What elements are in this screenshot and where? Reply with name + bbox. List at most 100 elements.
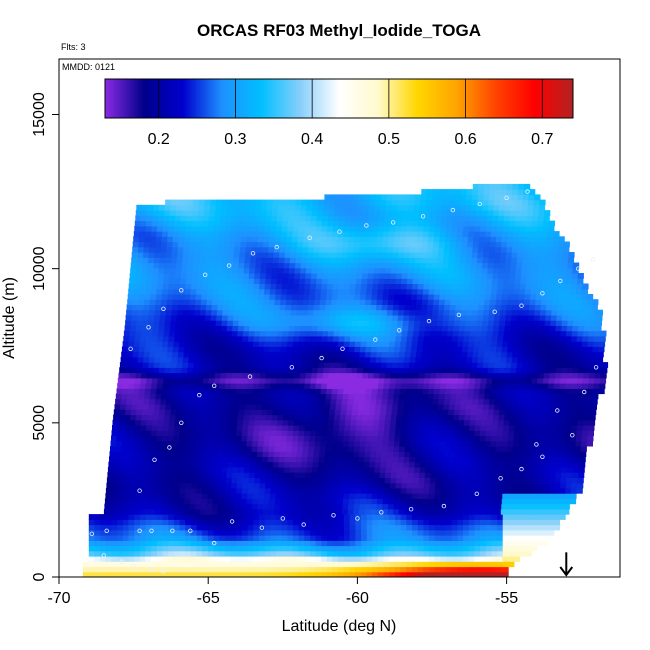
- heatmap-cell: [284, 404, 291, 410]
- heatmap-cell: [315, 571, 322, 577]
- heatmap-cell: [306, 409, 313, 416]
- heatmap-cell: [535, 393, 542, 400]
- heatmap-cell: [160, 351, 168, 358]
- heatmap-cell: [366, 524, 373, 531]
- heatmap-cell: [125, 461, 132, 468]
- heatmap-cell: [412, 514, 419, 520]
- heatmap-cell: [134, 377, 142, 384]
- heatmap-cell: [462, 571, 469, 577]
- heatmap-cell: [301, 314, 308, 321]
- heatmap-cell: [185, 283, 192, 290]
- heatmap-cell: [569, 393, 576, 400]
- heatmap-cell: [246, 393, 253, 400]
- heatmap-cell: [309, 571, 316, 577]
- heatmap-cell: [349, 545, 356, 552]
- heatmap-cell: [384, 335, 391, 342]
- heatmap-cell: [218, 493, 226, 499]
- heatmap-cell: [319, 304, 326, 311]
- heatmap-cell: [502, 341, 509, 347]
- heatmap-cell: [341, 451, 349, 457]
- heatmap-cell: [493, 414, 500, 421]
- heatmap-cell: [480, 545, 487, 552]
- heatmap-cell: [227, 409, 234, 416]
- heatmap-cell: [534, 304, 542, 311]
- heatmap-cell: [192, 367, 200, 374]
- heatmap-cell: [491, 519, 498, 526]
- heatmap-cell: [522, 409, 529, 416]
- heatmap-cell: [287, 425, 295, 431]
- heatmap-cell: [258, 529, 266, 536]
- heatmap-cell: [270, 278, 278, 284]
- heatmap-cell: [276, 425, 283, 431]
- heatmap-cell: [538, 262, 546, 269]
- heatmap-cell: [360, 566, 367, 573]
- heatmap-cell: [218, 294, 225, 300]
- heatmap-cell: [198, 367, 205, 374]
- heatmap-cell: [183, 508, 190, 515]
- heatmap-cell: [331, 503, 338, 510]
- heatmap-cell: [281, 566, 288, 573]
- heatmap-cell: [284, 461, 291, 468]
- heatmap-cell: [189, 304, 196, 311]
- heatmap-cell: [412, 335, 419, 342]
- heatmap-cell: [514, 425, 521, 431]
- heatmap-cell: [508, 556, 515, 562]
- heatmap-cell: [586, 299, 593, 305]
- heatmap-cell: [237, 419, 244, 426]
- heatmap-cell: [395, 524, 402, 531]
- heatmap-cell: [496, 566, 504, 573]
- heatmap-cell: [327, 545, 334, 552]
- heatmap-cell: [105, 550, 113, 557]
- heatmap-cell: [454, 320, 461, 326]
- heatmap-cell: [370, 451, 377, 457]
- heatmap-cell: [552, 498, 560, 505]
- heatmap-cell: [491, 529, 498, 536]
- heatmap-cell: [521, 472, 528, 478]
- heatmap-cell: [391, 461, 399, 468]
- heatmap-cell: [576, 383, 583, 389]
- heatmap-cell: [270, 561, 277, 568]
- heatmap-cell: [148, 362, 155, 368]
- heatmap-cell: [478, 351, 485, 358]
- heatmap-cell: [387, 356, 394, 363]
- heatmap-cell: [204, 257, 212, 264]
- heatmap-cell: [251, 299, 259, 305]
- heatmap-cell: [218, 346, 225, 353]
- heatmap-cell: [317, 466, 324, 473]
- heatmap-cell: [270, 550, 277, 557]
- heatmap-cell: [166, 304, 173, 311]
- heatmap-cell: [206, 351, 213, 358]
- heatmap-cell: [222, 456, 229, 463]
- heatmap-cell: [401, 330, 408, 337]
- heatmap-cell: [561, 414, 568, 421]
- heatmap-cell: [167, 493, 175, 499]
- heatmap-cell: [480, 550, 487, 557]
- heatmap-cell: [338, 571, 345, 577]
- heatmap-cell: [261, 409, 268, 416]
- heatmap-cell: [260, 367, 268, 374]
- heatmap-cell: [446, 519, 453, 526]
- heatmap-cell: [511, 362, 518, 368]
- heatmap-cell: [577, 330, 584, 337]
- heatmap-cell: [212, 294, 219, 300]
- heatmap-cell: [322, 414, 330, 421]
- heatmap-cell: [423, 566, 430, 573]
- heatmap-cell: [535, 498, 543, 505]
- heatmap-cell: [269, 493, 277, 499]
- heatmap-cell: [151, 550, 158, 557]
- heatmap-cell: [441, 472, 449, 478]
- heatmap-cell: [313, 398, 320, 405]
- heatmap-cell: [417, 435, 424, 442]
- heatmap-cell: [479, 498, 486, 505]
- heatmap-cell: [188, 508, 196, 515]
- heatmap-cell: [225, 377, 232, 384]
- heatmap-cell: [448, 466, 455, 473]
- heatmap-cell: [155, 498, 163, 505]
- heatmap-cell: [418, 330, 426, 337]
- heatmap-cell: [533, 466, 540, 473]
- heatmap-cell: [519, 540, 526, 547]
- heatmap-cell: [497, 430, 504, 436]
- heatmap-cell: [170, 466, 177, 473]
- heatmap-cell: [327, 529, 334, 536]
- heatmap-cell: [145, 524, 152, 531]
